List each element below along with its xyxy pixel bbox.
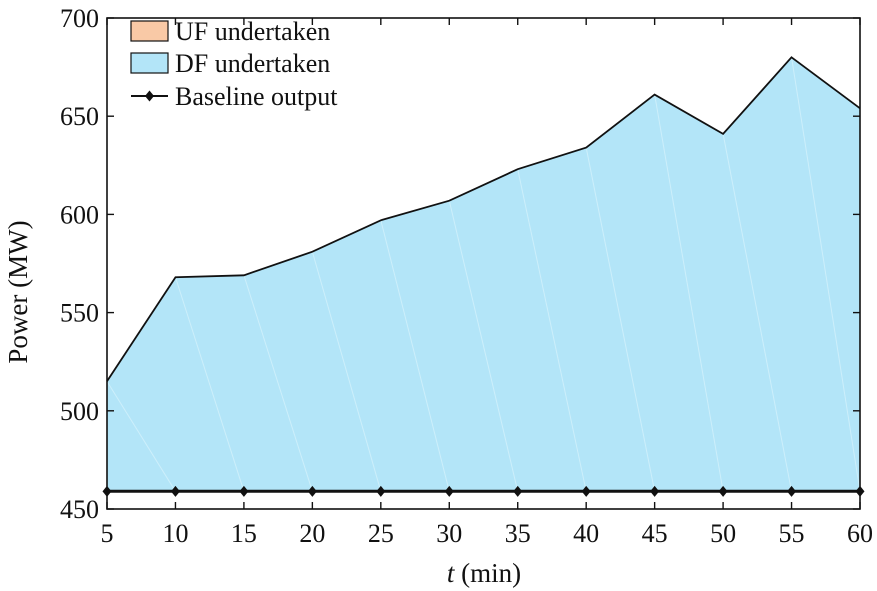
area-mesh-edge	[380, 220, 450, 492]
legend-label: UF undertaken	[175, 17, 330, 46]
legend-swatch	[130, 20, 169, 42]
area-mesh-edge	[448, 200, 519, 492]
df-boundary-line	[106, 56, 861, 382]
area-mesh-edge	[243, 275, 313, 492]
x-axis-label: t (min)	[447, 558, 521, 588]
area-mesh-edge	[311, 251, 382, 492]
legend-label: DF undertaken	[175, 49, 330, 78]
baseline-marker	[513, 485, 523, 497]
baseline-marker	[650, 485, 660, 497]
baseline-marker	[307, 485, 317, 497]
legend-swatch	[130, 52, 169, 74]
x-axis-label-unit: (min)	[454, 558, 521, 588]
baseline-marker	[581, 485, 591, 497]
area-mesh-edge	[517, 169, 587, 492]
y-tick-label: 550	[60, 299, 99, 328]
y-tick-label: 500	[60, 397, 99, 426]
baseline-marker	[170, 485, 180, 497]
legend: UF undertaken DF undertaken Baseline outpu…	[130, 17, 338, 111]
x-tick-label: 5	[101, 519, 114, 548]
baseline-marker	[718, 485, 728, 497]
x-axis-label-variable: t	[447, 558, 456, 588]
area-mesh-edge	[106, 381, 176, 492]
x-tick-label: 30	[436, 519, 462, 548]
baseline-marker	[239, 485, 249, 497]
x-tick-label: 40	[573, 519, 599, 548]
x-tick-label: 60	[847, 519, 873, 548]
x-tick-label: 50	[710, 519, 736, 548]
line-layer	[102, 56, 865, 497]
area-mesh-edge	[654, 94, 724, 492]
x-tick-label: 45	[642, 519, 668, 548]
x-tick-label: 25	[368, 519, 394, 548]
area-mesh-edge	[585, 147, 656, 492]
axes	[106, 17, 861, 510]
baseline-marker	[444, 485, 454, 497]
baseline-marker	[376, 485, 386, 497]
x-tick-label: 55	[779, 519, 805, 548]
x-tick-label: 35	[505, 519, 531, 548]
area-mesh-edge	[722, 133, 793, 492]
x-tick-label: 15	[231, 519, 257, 548]
area-mesh-edge	[174, 277, 245, 492]
area-layer	[106, 57, 861, 492]
legend-label: Baseline output	[175, 82, 338, 111]
y-axis-label: Power (MW)	[3, 220, 33, 363]
legend-marker	[145, 90, 154, 102]
y-tick-label: 600	[60, 200, 99, 229]
area-mesh-edge	[791, 57, 861, 492]
y-tick-label: 700	[60, 4, 99, 33]
baseline-marker	[787, 485, 797, 497]
y-tick-label: 450	[60, 495, 99, 524]
x-tick-label: 20	[299, 519, 325, 548]
y-tick-label: 650	[60, 102, 99, 131]
df-area	[107, 57, 860, 492]
tick-labels: 5 10 15 20 25 30 35 40 45 50 55 60 450 500 550 600 650 70…	[60, 4, 873, 548]
x-tick-label: 10	[162, 519, 188, 548]
plot-frame	[106, 17, 861, 510]
